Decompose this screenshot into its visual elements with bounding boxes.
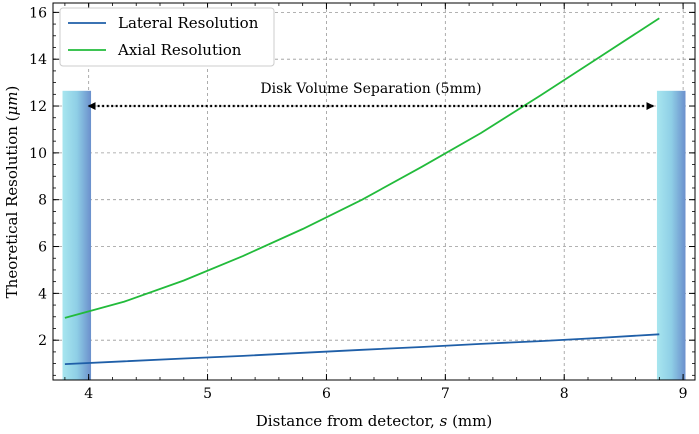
x-tick-label: 5: [203, 386, 212, 402]
disk-region-2: [656, 90, 686, 380]
x-tick-label: 7: [441, 386, 450, 402]
y-tick-label: 4: [38, 286, 47, 302]
y-tick-label: 16: [29, 5, 47, 21]
disk-regions: [62, 90, 686, 380]
x-axis-title: Distance from detector, s (mm): [256, 412, 492, 430]
x-tick-label: 6: [322, 386, 331, 402]
series-line-lateral: [64, 333, 660, 365]
legend-label-axial: Axial Resolution: [117, 41, 242, 59]
legend: Lateral Resolution Axial Resolution: [59, 7, 275, 67]
series-layer: [64, 17, 660, 365]
x-tick-label: 8: [560, 386, 569, 402]
x-tick-label: 4: [84, 386, 93, 402]
y-tick-label: 14: [29, 52, 47, 68]
x-tick-label: 9: [679, 386, 688, 402]
y-axis-title: Theoretical Resolution (μm): [3, 86, 21, 299]
legend-box: [59, 7, 275, 67]
y-tick-label: 6: [38, 240, 47, 256]
separation-label: Disk Volume Separation (5mm): [260, 81, 481, 97]
y-tick-label: 10: [29, 146, 47, 162]
y-tick-label: 8: [38, 193, 47, 209]
legend-label-lateral: Lateral Resolution: [118, 14, 259, 32]
tick-layer: 4 5 6 7 8 9 2 4 6 8 10 12 14 16: [29, 3, 695, 402]
y-tick-label: 12: [29, 99, 47, 115]
disk-region-1: [62, 90, 92, 380]
y-tick-label: 2: [38, 333, 47, 349]
series-line-axial: [64, 17, 660, 319]
annotation: Disk Volume Separation (5mm): [87, 81, 655, 111]
